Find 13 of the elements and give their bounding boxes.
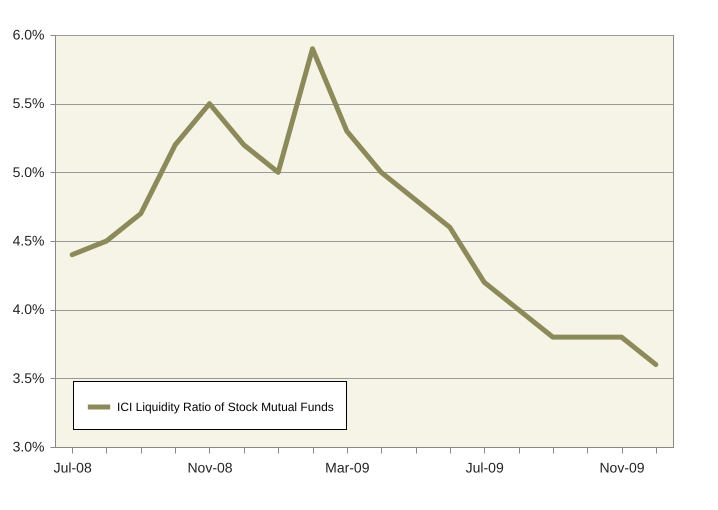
x-tick-label: Nov-08 <box>187 460 233 476</box>
y-tick-label: 3.0% <box>12 438 44 454</box>
y-tick-label: 4.0% <box>12 301 44 318</box>
x-tick-label: Jul-09 <box>466 460 504 476</box>
y-tick-label: 5.0% <box>12 164 44 180</box>
x-tick-label: Mar-09 <box>325 460 370 476</box>
legend-label: ICI Liquidity Ratio of Stock Mutual Funds <box>117 400 334 414</box>
y-tick-label: 6.0% <box>12 26 44 42</box>
y-tick-label: 4.5% <box>12 232 44 248</box>
y-tick-label: 5.5% <box>12 95 44 112</box>
y-tick-label: 3.5% <box>12 370 44 386</box>
x-tick-label: Jul-08 <box>54 460 92 476</box>
x-tick-label: Nov-09 <box>599 460 645 476</box>
